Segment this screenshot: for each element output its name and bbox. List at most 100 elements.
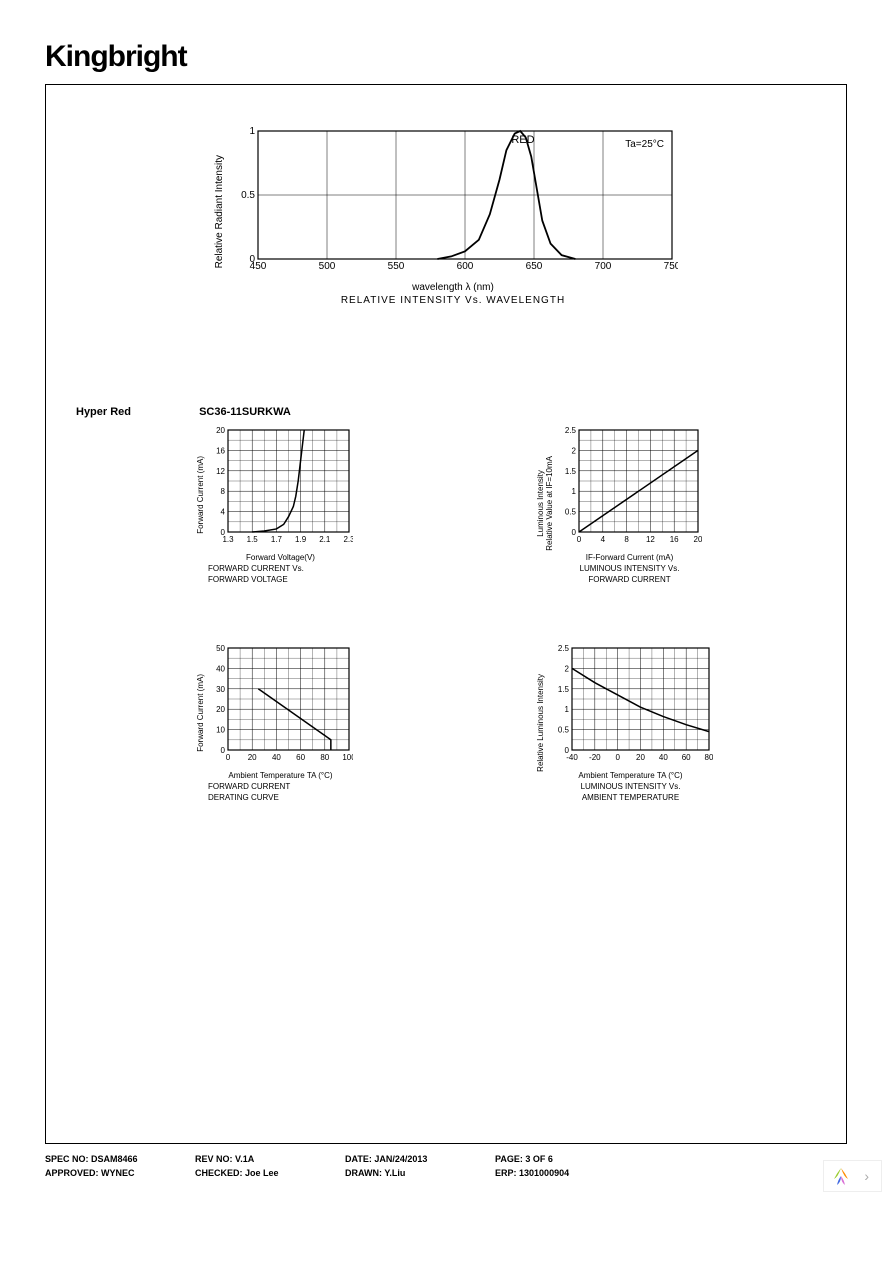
svg-text:0: 0 [249,254,255,265]
svg-text:2: 2 [572,446,577,455]
fwd-iv-ylabel: Forward Current (mA) [196,426,205,534]
svg-text:0: 0 [577,535,582,544]
checked-label: CHECKED: [195,1168,243,1178]
svg-text:8: 8 [221,487,226,496]
lum-temp-xlabel: Ambient Temperature TA (°C) [548,771,713,780]
checked: Joe Lee [245,1168,279,1178]
svg-text:40: 40 [659,753,668,762]
rev-no: V.1A [235,1154,254,1164]
page-frame: Relative Radiant Intensity 4505005506006… [45,84,847,1144]
svg-text:4: 4 [601,535,606,544]
svg-text:60: 60 [296,753,305,762]
lum-temp-plot: -40-2002040608000.511.522.5 [548,644,713,764]
svg-text:40: 40 [216,664,225,673]
svg-text:50: 50 [216,644,225,653]
svg-text:550: 550 [388,261,405,272]
nav-widget: › [823,1160,882,1192]
svg-text:RED: RED [511,134,534,146]
svg-text:0.5: 0.5 [558,726,570,735]
drawn-label: DRAWN: [345,1168,382,1178]
svg-text:700: 700 [595,261,612,272]
lum-temp-ylabel: Relative Luminous Intensity [536,644,545,772]
svg-text:30: 30 [216,685,225,694]
svg-text:0.5: 0.5 [565,508,577,517]
main-chart-xlabel: wavelength λ (nm) [228,282,678,293]
svg-text:2.1: 2.1 [319,535,331,544]
svg-text:Ta=25°C: Ta=25°C [625,139,664,150]
lum-if-plot: 0 4 8 12 16 20 0 0.5 1 1.5 2 2.5 [557,426,702,546]
svg-text:12: 12 [646,535,655,544]
svg-text:2.3: 2.3 [343,535,353,544]
svg-text:0: 0 [615,753,620,762]
date: JAN/24/2013 [374,1154,427,1164]
svg-text:1.5: 1.5 [247,535,259,544]
svg-text:1.5: 1.5 [565,467,577,476]
lum-if-xlabel: IF-Forward Current (mA) [557,553,702,562]
svg-text:650: 650 [526,261,543,272]
svg-text:0: 0 [226,753,231,762]
chart-derating: Forward Current (mA) 0204060801000102030… [196,644,353,802]
erp: 1301000904 [519,1168,569,1178]
main-chart: 45050055060065070075000.51REDTa=25°C [228,125,678,275]
svg-text:20: 20 [216,705,225,714]
nav-next-icon[interactable]: › [858,1166,875,1186]
svg-text:4: 4 [221,508,226,517]
footer: SPEC NO: DSAM8466 REV NO: V.1A DATE: JAN… [45,1154,847,1178]
derating-title1: FORWARD CURRENT [208,782,353,791]
svg-text:0: 0 [221,528,226,537]
erp-label: ERP: [495,1168,517,1178]
drawn: Y.Liu [384,1168,405,1178]
svg-text:100: 100 [342,753,353,762]
svg-text:750: 750 [664,261,678,272]
approved: WYNEC [101,1168,135,1178]
section-label: Hyper Red SC36-11SURKWA [76,406,816,418]
svg-text:1: 1 [572,487,577,496]
spec-no-label: SPEC NO: [45,1154,89,1164]
svg-text:1: 1 [249,126,255,137]
derating-ylabel: Forward Current (mA) [196,644,205,752]
fwd-iv-plot: 1.31.51.71.92.12.3048121620 [208,426,353,546]
derating-title2: DERATING CURVE [208,793,353,802]
lum-temp-title1: LUMINOUS INTENSITY Vs. [548,782,713,791]
svg-text:0: 0 [565,746,570,755]
svg-text:1.9: 1.9 [295,535,307,544]
spec-no: DSAM8466 [91,1154,138,1164]
color-name: Hyper Red [76,406,131,418]
svg-text:20: 20 [694,535,702,544]
svg-text:0: 0 [221,746,226,755]
svg-text:-20: -20 [589,753,601,762]
svg-text:12: 12 [216,467,225,476]
svg-text:8: 8 [624,535,629,544]
part-number: SC36-11SURKWA [199,406,291,418]
approved-label: APPROVED: [45,1168,99,1178]
svg-text:600: 600 [457,261,474,272]
lum-temp-title2: AMBIENT TEMPERATURE [548,793,713,802]
svg-text:20: 20 [216,426,225,435]
svg-text:0: 0 [572,528,577,537]
svg-text:20: 20 [636,753,645,762]
main-chart-title: RELATIVE INTENSITY Vs. WAVELENGTH [228,295,678,306]
rev-no-label: REV NO: [195,1154,233,1164]
derating-plot: 02040608010001020304050 [208,644,353,764]
svg-text:2.5: 2.5 [558,644,570,653]
svg-text:0.5: 0.5 [241,190,255,201]
main-chart-container: Relative Radiant Intensity 4505005506006… [76,125,816,306]
derating-xlabel: Ambient Temperature TA (°C) [208,771,353,780]
svg-text:20: 20 [248,753,257,762]
chart-fwd-iv: Forward Current (mA) 1.31.51.71.92.12.30… [196,426,353,584]
svg-text:2.5: 2.5 [565,426,577,435]
chart-lum-if: Luminous IntensityRelative Value at IF=1… [536,426,702,584]
fwd-iv-xlabel: Forward Voltage(V) [208,553,353,562]
viewer-logo-icon [830,1165,852,1187]
svg-text:1.7: 1.7 [271,535,283,544]
fwd-iv-title1: FORWARD CURRENT Vs. [208,564,353,573]
date-label: DATE: [345,1154,372,1164]
svg-text:40: 40 [272,753,281,762]
svg-text:2: 2 [565,664,570,673]
svg-text:10: 10 [216,726,225,735]
svg-text:16: 16 [670,535,679,544]
lum-if-title1: LUMINOUS INTENSITY Vs. [557,564,702,573]
lum-if-title2: FORWARD CURRENT [557,575,702,584]
svg-text:1: 1 [565,705,570,714]
lum-if-ylabel: Luminous IntensityRelative Value at IF=1… [536,426,554,551]
